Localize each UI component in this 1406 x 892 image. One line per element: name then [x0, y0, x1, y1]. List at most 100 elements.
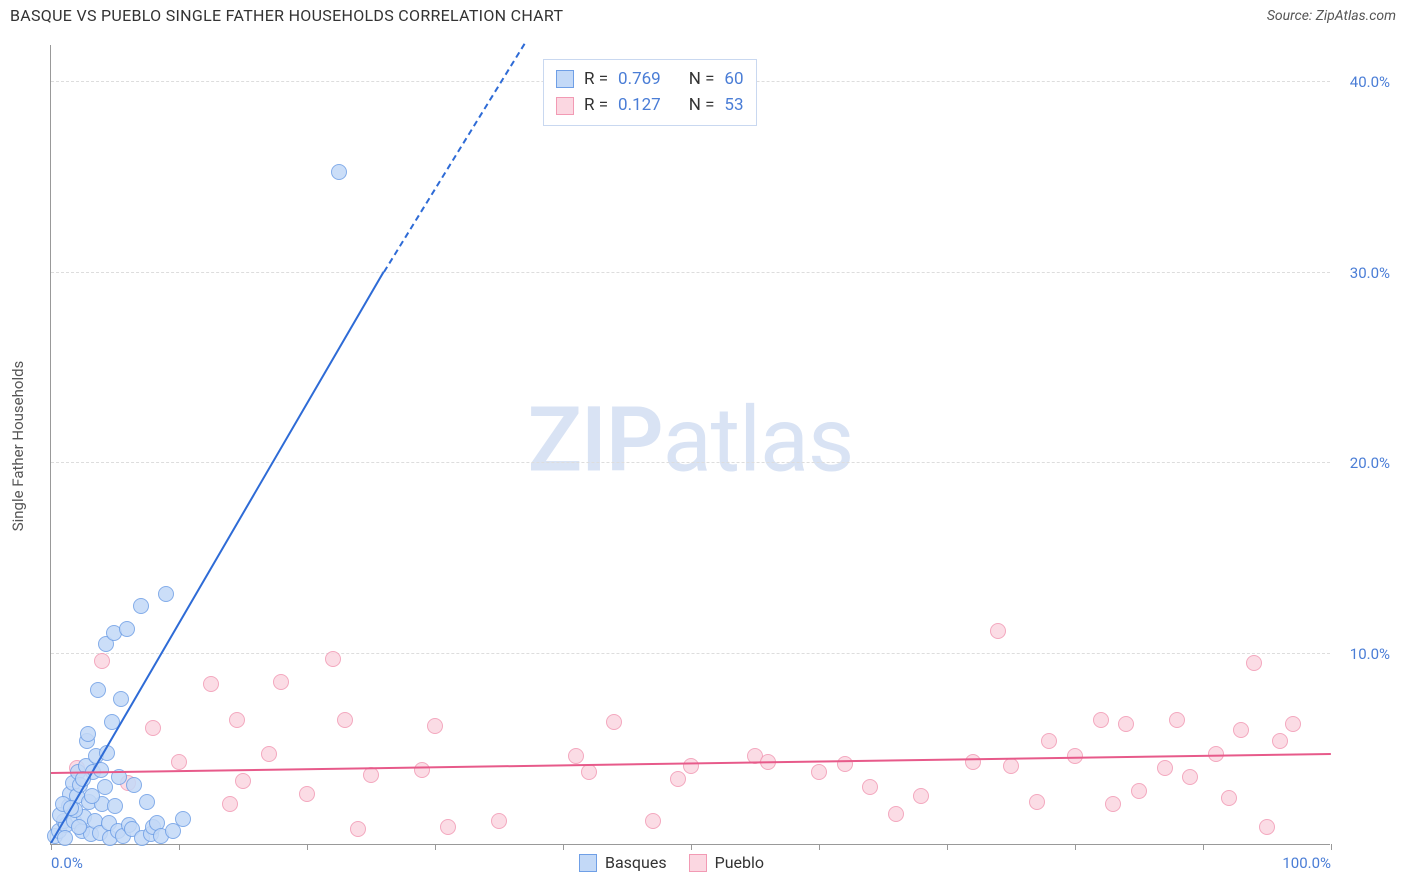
legend-label: Basques	[605, 853, 667, 872]
scatter-point	[1285, 716, 1301, 732]
scatter-point	[57, 830, 73, 846]
scatter-point	[1259, 819, 1275, 835]
scatter-point	[90, 682, 106, 698]
scatter-point	[1157, 760, 1173, 776]
scatter-point	[427, 718, 443, 734]
scatter-point	[337, 712, 353, 728]
scatter-point	[145, 720, 161, 736]
scatter-point	[325, 651, 341, 667]
x-tick	[307, 844, 308, 850]
scatter-point	[1093, 712, 1109, 728]
scatter-point	[71, 819, 87, 835]
scatter-point	[158, 586, 174, 602]
trend-line	[383, 42, 526, 272]
x-tick	[563, 844, 564, 850]
legend-item: Pueblo	[689, 853, 764, 872]
x-tick	[819, 844, 820, 850]
legend-swatch	[579, 854, 597, 872]
stats-r-label: R =	[584, 92, 608, 118]
scatter-point	[837, 756, 853, 772]
stats-n-label: N =	[689, 92, 715, 118]
gridline	[51, 462, 1330, 463]
scatter-point	[1003, 758, 1019, 774]
scatter-point	[1169, 712, 1185, 728]
scatter-point	[299, 786, 315, 802]
y-tick-label: 10.0%	[1335, 645, 1390, 663]
scatter-point	[107, 798, 123, 814]
chart-source: Source: ZipAtlas.com	[1267, 8, 1396, 24]
x-tick	[1075, 844, 1076, 850]
scatter-point	[645, 813, 661, 829]
scatter-point	[203, 676, 219, 692]
scatter-point	[862, 779, 878, 795]
y-tick-label: 40.0%	[1335, 73, 1390, 91]
scatter-point	[84, 788, 100, 804]
scatter-point	[126, 777, 142, 793]
x-tick	[947, 844, 948, 850]
scatter-point	[119, 621, 135, 637]
x-tick	[435, 844, 436, 850]
scatter-point	[990, 623, 1006, 639]
legend-swatch	[556, 97, 574, 115]
scatter-point	[235, 773, 251, 789]
scatter-point	[913, 788, 929, 804]
scatter-point	[171, 754, 187, 770]
scatter-point	[491, 813, 507, 829]
stats-n-value: 53	[724, 92, 743, 118]
scatter-point	[229, 712, 245, 728]
scatter-point	[1233, 722, 1249, 738]
scatter-point	[139, 794, 155, 810]
scatter-point	[811, 764, 827, 780]
scatter-point	[670, 771, 686, 787]
stats-r-value: 0.769	[618, 66, 661, 92]
stats-n-label: N =	[689, 66, 715, 92]
scatter-point	[568, 748, 584, 764]
scatter-point	[1221, 790, 1237, 806]
watermark-atlas: atlas	[663, 387, 854, 492]
trend-line	[50, 271, 385, 843]
stats-row: R = 0.769 N = 60	[556, 66, 744, 92]
scatter-point	[606, 714, 622, 730]
stats-box: R = 0.769 N = 60 R = 0.127 N = 53	[543, 59, 757, 126]
scatter-point	[1105, 796, 1121, 812]
scatter-point	[965, 754, 981, 770]
stats-n-value: 60	[724, 66, 743, 92]
stats-r-label: R =	[584, 66, 608, 92]
stats-row: R = 0.127 N = 53	[556, 92, 744, 118]
scatter-point	[1131, 783, 1147, 799]
gridline	[51, 272, 1330, 273]
gridline	[51, 653, 1330, 654]
x-tick	[51, 844, 52, 850]
scatter-point	[1246, 655, 1262, 671]
scatter-point	[363, 767, 379, 783]
scatter-point	[113, 691, 129, 707]
y-tick-label: 30.0%	[1335, 264, 1390, 282]
scatter-point	[350, 821, 366, 837]
y-axis-label: Single Father Households	[9, 361, 27, 532]
scatter-point	[888, 806, 904, 822]
scatter-point	[273, 674, 289, 690]
chart-title: BASQUE VS PUEBLO SINGLE FATHER HOUSEHOLD…	[10, 6, 563, 25]
scatter-point	[94, 653, 110, 669]
scatter-point	[331, 164, 347, 180]
scatter-point	[261, 746, 277, 762]
x-tick	[179, 844, 180, 850]
scatter-point	[1041, 733, 1057, 749]
x-tick-label: 100.0%	[1282, 854, 1331, 872]
stats-r-value: 0.127	[618, 92, 661, 118]
scatter-point	[1029, 794, 1045, 810]
y-tick-label: 20.0%	[1335, 454, 1390, 472]
watermark: ZIPatlas	[528, 387, 854, 492]
x-tick-label: 0.0%	[51, 854, 83, 872]
legend-label: Pueblo	[715, 853, 764, 872]
legend-item: Basques	[579, 853, 667, 872]
scatter-point	[133, 598, 149, 614]
scatter-point	[175, 811, 191, 827]
chart-header: BASQUE VS PUEBLO SINGLE FATHER HOUSEHOLD…	[10, 6, 1396, 25]
scatter-point	[440, 819, 456, 835]
scatter-point	[1182, 769, 1198, 785]
series-legend: Basques Pueblo	[579, 853, 764, 872]
x-tick	[691, 844, 692, 850]
scatter-point	[1272, 733, 1288, 749]
scatter-point	[1118, 716, 1134, 732]
